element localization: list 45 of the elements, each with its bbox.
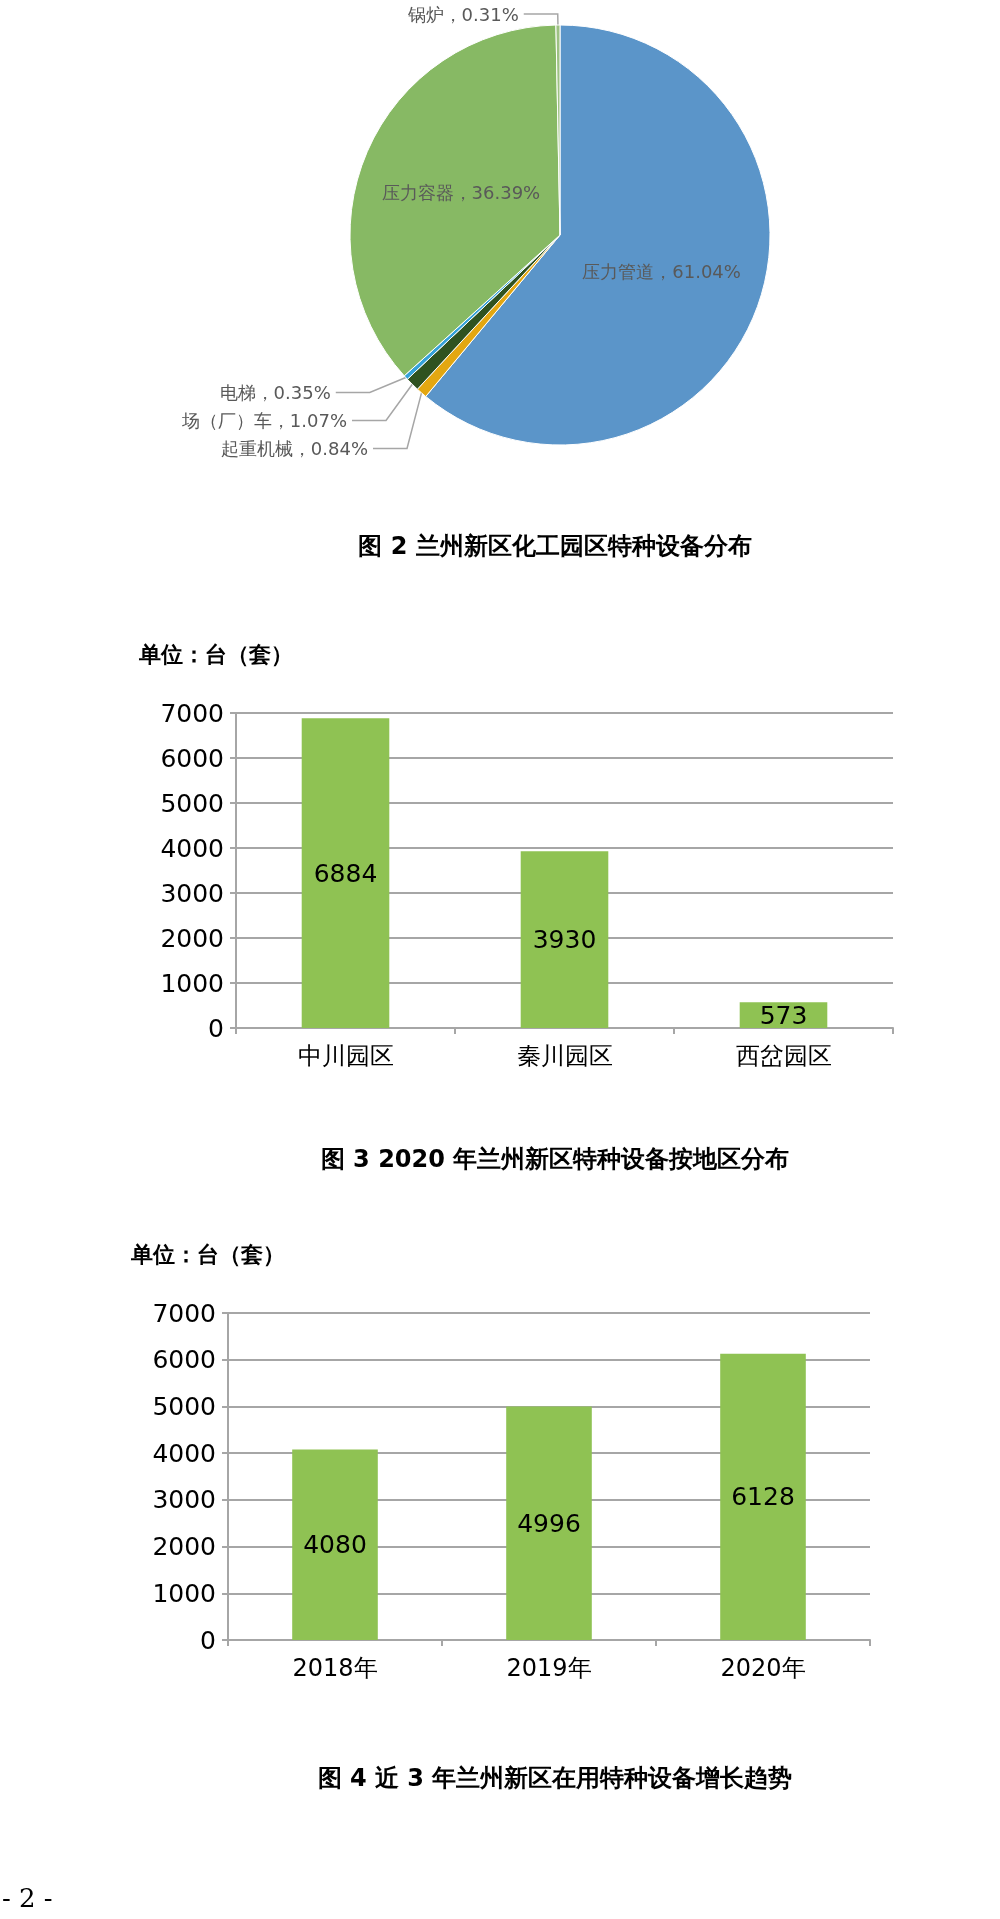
y-tick-label: 4000: [160, 833, 224, 863]
x-tick-label: 2018年: [292, 1654, 378, 1682]
y-tick-label: 7000: [152, 1298, 216, 1328]
y-tick-label: 5000: [152, 1391, 216, 1421]
y-tick-label: 0: [208, 1013, 224, 1043]
y-tick-label: 7000: [160, 698, 224, 728]
data-label: 4996: [517, 1508, 581, 1538]
slice-label: 起重机械，0.84%: [220, 437, 369, 459]
y-axis-title: 单位：台（套）: [130, 1241, 285, 1267]
y-tick-label: 5000: [160, 788, 224, 818]
text: 图 2 兰州新区化工园区特种设备分布: [358, 532, 752, 560]
text: - 2 -: [2, 1883, 53, 1913]
y-tick-label: 1000: [160, 968, 224, 998]
data-label: 4080: [303, 1530, 367, 1560]
slice-label: 压力容器，36.39%: [381, 181, 541, 203]
x-tick-label: 2020年: [720, 1654, 806, 1682]
x-tick-label: 2019年: [506, 1654, 592, 1682]
y-tick-label: 0: [200, 1625, 216, 1655]
y-axis-title: 单位：台（套）: [138, 641, 293, 667]
data-label: 573: [759, 1000, 808, 1030]
y-tick-label: 6000: [160, 743, 224, 773]
bar: [720, 1353, 806, 1640]
slice-label: 场（厂）车，1.07%: [180, 409, 348, 431]
bar: [520, 851, 609, 1028]
y-tick-label: 1000: [152, 1578, 216, 1608]
y-tick-label: 2000: [160, 923, 224, 953]
bar: [506, 1406, 592, 1640]
slice-label: 锅炉，0.31%: [406, 3, 519, 25]
x-tick-label: 中川园区: [297, 1042, 394, 1070]
text: 图 4 近 3 年兰州新区在用特种设备增长趋势: [317, 1764, 793, 1792]
data-label: 3930: [532, 925, 597, 955]
y-tick-label: 2000: [152, 1532, 216, 1562]
y-tick-label: 4000: [152, 1438, 216, 1468]
slice-label: 压力管道，61.04%: [582, 261, 741, 283]
y-tick-label: 3000: [160, 878, 224, 908]
slice-label: 电梯，0.35%: [219, 381, 331, 403]
x-tick-label: 秦川园区: [516, 1042, 613, 1070]
y-tick-label: 6000: [152, 1345, 216, 1375]
data-label: 6884: [313, 858, 378, 888]
data-label: 6128: [731, 1482, 795, 1512]
y-tick-label: 3000: [152, 1485, 216, 1515]
text: 图 3 2020 年兰州新区特种设备按地区分布: [320, 1145, 790, 1173]
bar: [301, 718, 390, 1028]
x-tick-label: 西岔园区: [735, 1042, 832, 1070]
bar: [292, 1449, 378, 1640]
